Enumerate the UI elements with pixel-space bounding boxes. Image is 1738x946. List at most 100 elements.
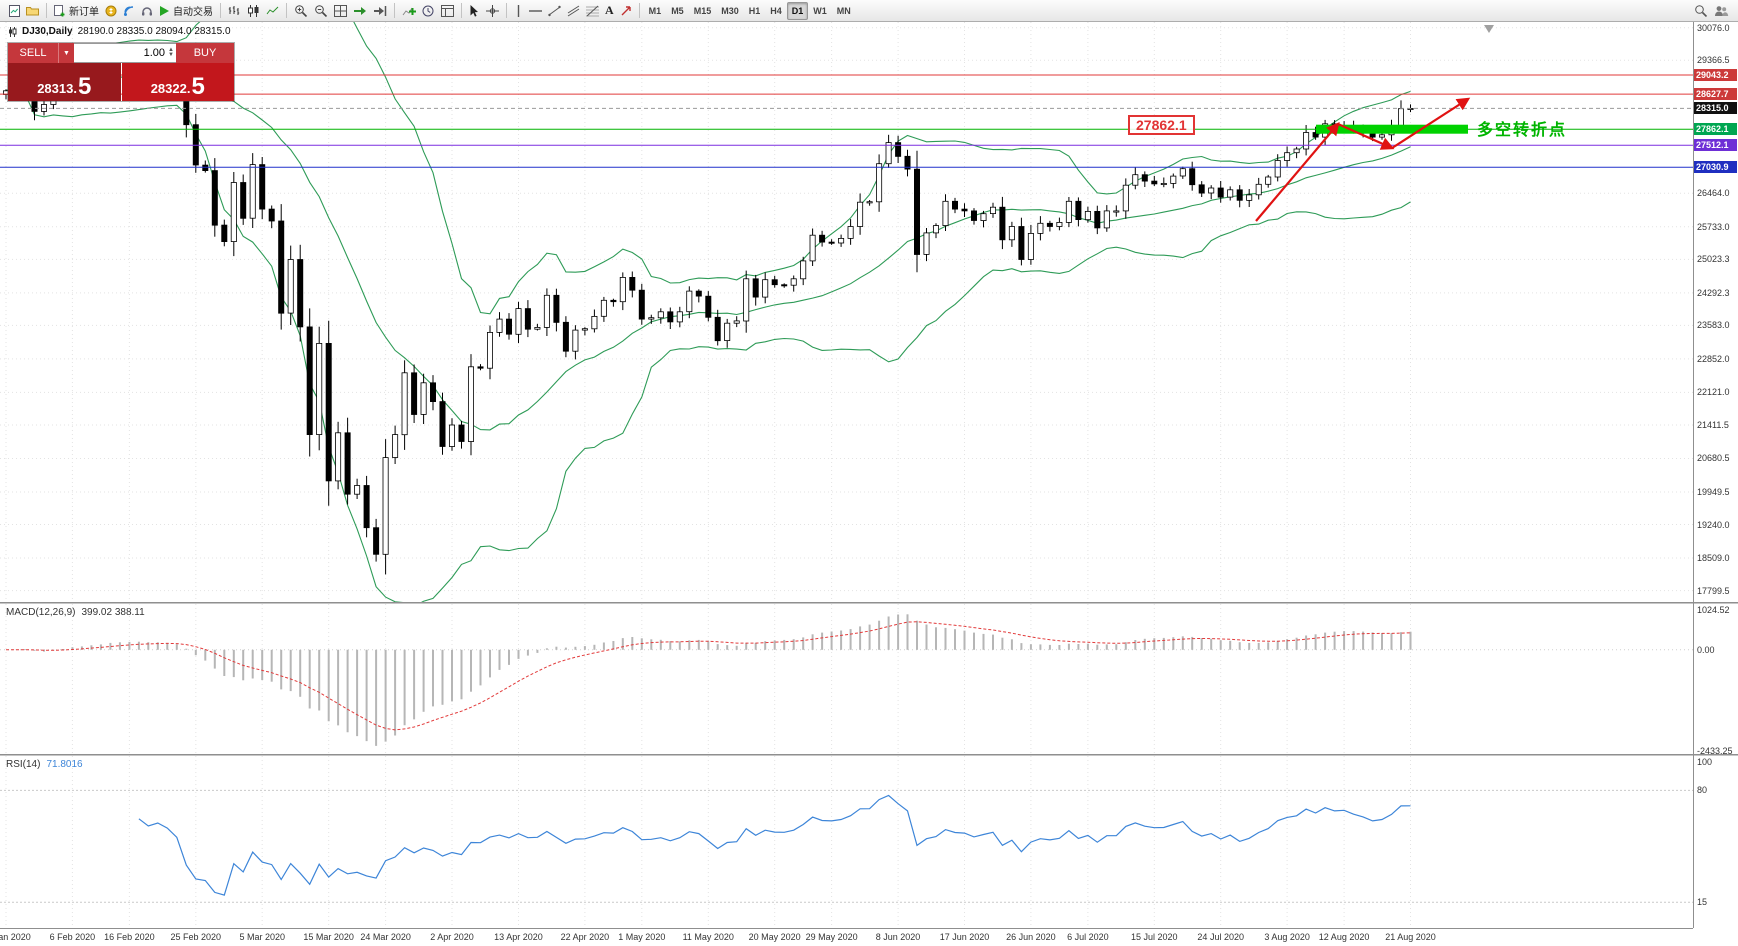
new-order-button[interactable]: 新订单: [51, 2, 102, 20]
order-options-caret[interactable]: ▼: [58, 43, 74, 63]
periods-button[interactable]: [419, 2, 438, 20]
crosshair-button[interactable]: [483, 2, 502, 20]
candle: [268, 208, 275, 222]
candle: [297, 259, 304, 328]
candle: [420, 382, 427, 415]
timeframe-m5-button[interactable]: M5: [671, 5, 684, 16]
candle: [1170, 175, 1177, 184]
market-button[interactable]: [102, 2, 120, 20]
panel-resize-separator[interactable]: [0, 602, 1738, 604]
zoom-out-button[interactable]: [311, 2, 331, 20]
candle: [1227, 189, 1234, 198]
price-axis-label: 22852.0: [1697, 353, 1730, 364]
candle: [1008, 226, 1015, 241]
search-button[interactable]: [1691, 2, 1711, 20]
line-chart-button[interactable]: [263, 2, 282, 20]
trendline-button[interactable]: [545, 2, 564, 20]
candle: [1255, 183, 1262, 196]
volume-spinner[interactable]: ▲ ▼: [168, 47, 174, 58]
timeframe-m30-button[interactable]: M30: [721, 5, 739, 16]
autotrade-button[interactable]: 自动交易: [156, 2, 216, 20]
tile-windows-button[interactable]: [331, 2, 350, 20]
main-toolbar: 新订单 自动交易 A M1 M5 M15 M30 H1: [0, 0, 1738, 22]
buy-price[interactable]: 28322. 5: [121, 63, 234, 101]
candle: [1046, 222, 1053, 227]
price-axis-label: 20680.5: [1697, 453, 1730, 464]
candle: [259, 164, 266, 210]
panel-resize-separator[interactable]: [0, 754, 1738, 756]
zoom-in-button[interactable]: [291, 2, 311, 20]
timeframe-h1-button[interactable]: H1: [748, 5, 761, 16]
turning-point-label[interactable]: 多空转折点: [1477, 122, 1568, 139]
sell-button[interactable]: SELL: [8, 43, 58, 63]
toolbar-separator: [638, 3, 640, 18]
text-tool-button[interactable]: A: [605, 3, 614, 17]
sell-price-main: 28313.: [37, 80, 77, 96]
community-button[interactable]: [1711, 2, 1732, 20]
date-axis-label: 28 Jan 2020: [0, 932, 31, 942]
candle: [553, 294, 560, 323]
buy-button[interactable]: BUY: [176, 43, 234, 63]
candle: [885, 142, 892, 165]
price-chart[interactable]: [0, 22, 1693, 602]
timeframe-w1-button[interactable]: W1: [813, 5, 827, 16]
timeframe-h4-button[interactable]: H4: [770, 5, 782, 16]
bar-chart-button[interactable]: [225, 2, 244, 20]
date-axis-label: 15 Mar 2020: [303, 932, 354, 942]
candle: [344, 432, 351, 495]
price-axis-tag: 28627.7: [1694, 88, 1737, 101]
fibonacci-button[interactable]: [583, 2, 602, 20]
macd-axis-label: 0.00: [1697, 644, 1715, 655]
bollinger-band: [5, 22, 1411, 315]
sell-label: SELL: [19, 47, 47, 59]
candle: [278, 220, 285, 314]
macd-signal-line: [6, 621, 1411, 731]
horizontal-line-button[interactable]: [526, 2, 545, 20]
timeframe-m15-button[interactable]: M15: [693, 5, 712, 16]
new-chart-button[interactable]: [6, 2, 23, 20]
candle: [629, 276, 636, 291]
rsi-panel[interactable]: [0, 756, 1693, 928]
toolbar-separator: [461, 3, 462, 18]
price-axis-label: 29366.5: [1697, 55, 1730, 66]
volume-value: 1.00: [143, 47, 166, 59]
candlestick-chart-button[interactable]: [244, 2, 263, 20]
one-click-trading-panel: SELL ▼ 1.00 ▲ ▼ BUY 28313. 5 28322. 5: [8, 43, 234, 101]
candle: [1084, 210, 1091, 221]
signals-button[interactable]: [120, 2, 138, 20]
timeframe-mn-button[interactable]: MN: [836, 5, 851, 16]
cursor-button[interactable]: [466, 2, 483, 20]
date-axis-label: 6 Feb 2020: [49, 932, 96, 942]
sell-price[interactable]: 28313. 5: [8, 63, 121, 101]
date-axis-label: 8 Jun 2020: [875, 932, 921, 942]
candle: [534, 326, 541, 330]
macd-panel[interactable]: [0, 604, 1693, 754]
candle: [686, 290, 693, 313]
auto-scroll-button[interactable]: [350, 2, 370, 20]
arrows-tool-button[interactable]: [617, 2, 635, 20]
price-axis[interactable]: 30076.0 29366.5 26464.0 25733.0 25023.3 24292…: [1694, 0, 1738, 946]
profiles-button[interactable]: [23, 2, 42, 20]
candle: [1122, 184, 1129, 212]
templates-button[interactable]: [438, 2, 457, 20]
candle: [1037, 222, 1044, 234]
volume-input[interactable]: 1.00 ▲ ▼: [74, 43, 176, 63]
vertical-line-button[interactable]: [511, 2, 526, 20]
candle: [952, 200, 959, 210]
toolbar-separator: [394, 3, 395, 18]
chart-shift-button[interactable]: [370, 2, 390, 20]
timeframe-d1-button[interactable]: D1: [786, 1, 809, 20]
candle: [306, 326, 313, 435]
date-axis-label: 21 Aug 2020: [1385, 932, 1436, 942]
indicators-button[interactable]: [399, 2, 419, 20]
timeframe-m1-button[interactable]: M1: [648, 5, 662, 16]
candle: [800, 260, 807, 280]
candle: [990, 206, 997, 214]
time-axis[interactable]: 28 Jan 2020 6 Feb 2020 16 Feb 2020 25 Feb 2…: [0, 928, 1693, 946]
support-button[interactable]: [138, 2, 156, 20]
date-axis-label: 1 May 2020: [618, 932, 666, 942]
channel-button[interactable]: [564, 2, 583, 20]
price-level-tag-annotation[interactable]: 27862.1: [1128, 115, 1195, 135]
support-zone: [1316, 124, 1468, 134]
candle: [249, 164, 256, 219]
